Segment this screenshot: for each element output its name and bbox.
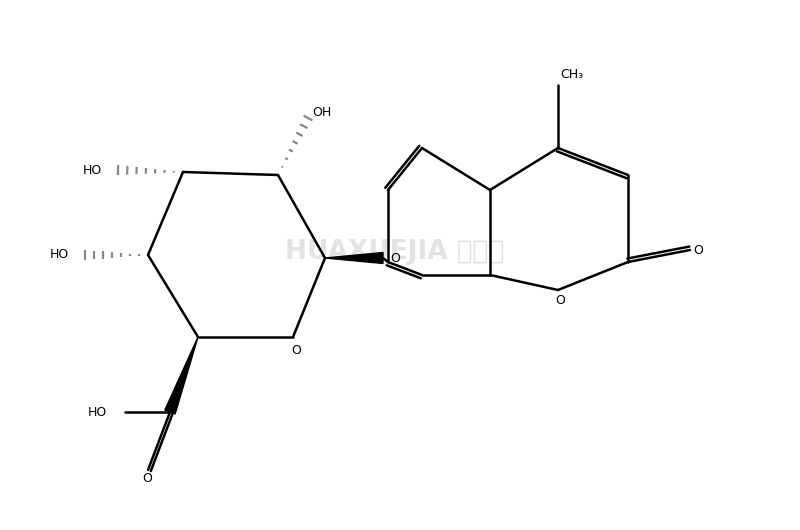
Text: HO: HO [82,163,102,176]
Polygon shape [165,337,198,414]
Text: O: O [693,243,703,257]
Text: OH: OH [312,105,332,119]
Text: HUAXUEJIA 化学加: HUAXUEJIA 化学加 [286,239,505,265]
Text: O: O [390,252,400,264]
Text: CH₃: CH₃ [560,68,583,82]
Text: HO: HO [88,405,107,419]
Text: HO: HO [50,249,69,261]
Text: O: O [142,472,152,484]
Polygon shape [325,252,383,263]
Text: O: O [555,294,565,306]
Text: O: O [291,343,301,357]
